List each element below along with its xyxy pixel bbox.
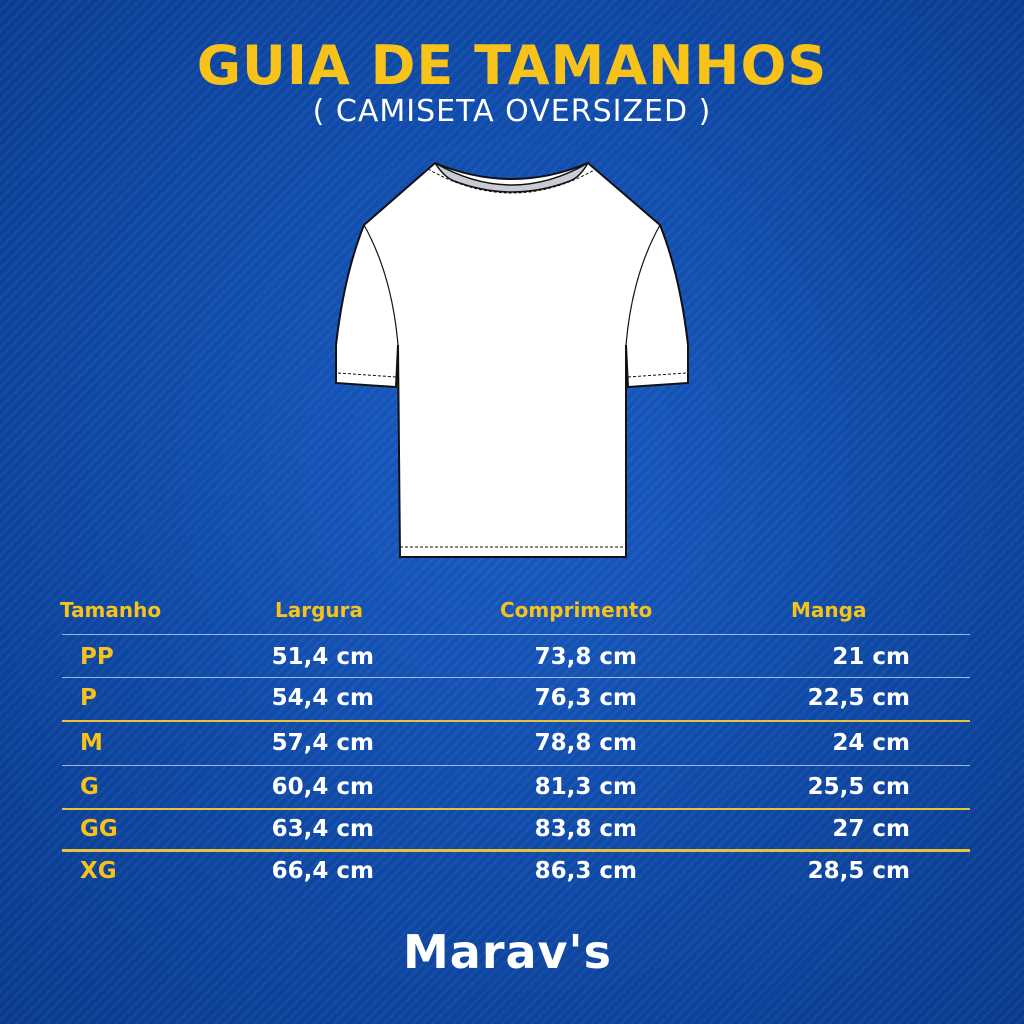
largura-cell: 57,4 cm <box>271 730 374 756</box>
size-cell: GG <box>80 816 118 842</box>
header-comprimento: Comprimento <box>500 598 653 622</box>
largura-cell: 51,4 cm <box>271 644 374 670</box>
header-largura: Largura <box>275 598 364 622</box>
comprimento-cell: 83,8 cm <box>534 816 637 842</box>
divider <box>62 808 970 810</box>
size-cell: G <box>80 774 99 800</box>
size-cell: M <box>80 730 103 756</box>
size-cell: P <box>80 685 97 711</box>
divider <box>62 634 970 635</box>
page-title: GUIA DE TAMANHOS <box>196 34 828 97</box>
manga-cell: 24 cm <box>832 730 910 756</box>
manga-cell: 28,5 cm <box>807 858 910 884</box>
divider <box>62 720 970 722</box>
largura-cell: 54,4 cm <box>271 685 374 711</box>
header-manga: Manga <box>791 598 867 622</box>
manga-cell: 25,5 cm <box>807 774 910 800</box>
comprimento-cell: 78,8 cm <box>534 730 637 756</box>
size-cell: XG <box>80 858 117 884</box>
divider <box>62 677 970 678</box>
comprimento-cell: 81,3 cm <box>534 774 637 800</box>
header-tamanho: Tamanho <box>60 598 162 622</box>
manga-cell: 21 cm <box>832 644 910 670</box>
largura-cell: 66,4 cm <box>271 858 374 884</box>
comprimento-cell: 73,8 cm <box>534 644 637 670</box>
manga-cell: 22,5 cm <box>807 685 910 711</box>
brand-logo: Marav's <box>403 925 612 979</box>
page-subtitle: ( CAMISETA OVERSIZED ) <box>312 94 712 129</box>
largura-cell: 60,4 cm <box>271 774 374 800</box>
manga-cell: 27 cm <box>832 816 910 842</box>
divider <box>62 765 970 766</box>
size-cell: PP <box>80 644 114 670</box>
tshirt-illustration <box>335 160 689 558</box>
largura-cell: 63,4 cm <box>271 816 374 842</box>
comprimento-cell: 76,3 cm <box>534 685 637 711</box>
comprimento-cell: 86,3 cm <box>534 858 637 884</box>
divider <box>62 849 970 852</box>
